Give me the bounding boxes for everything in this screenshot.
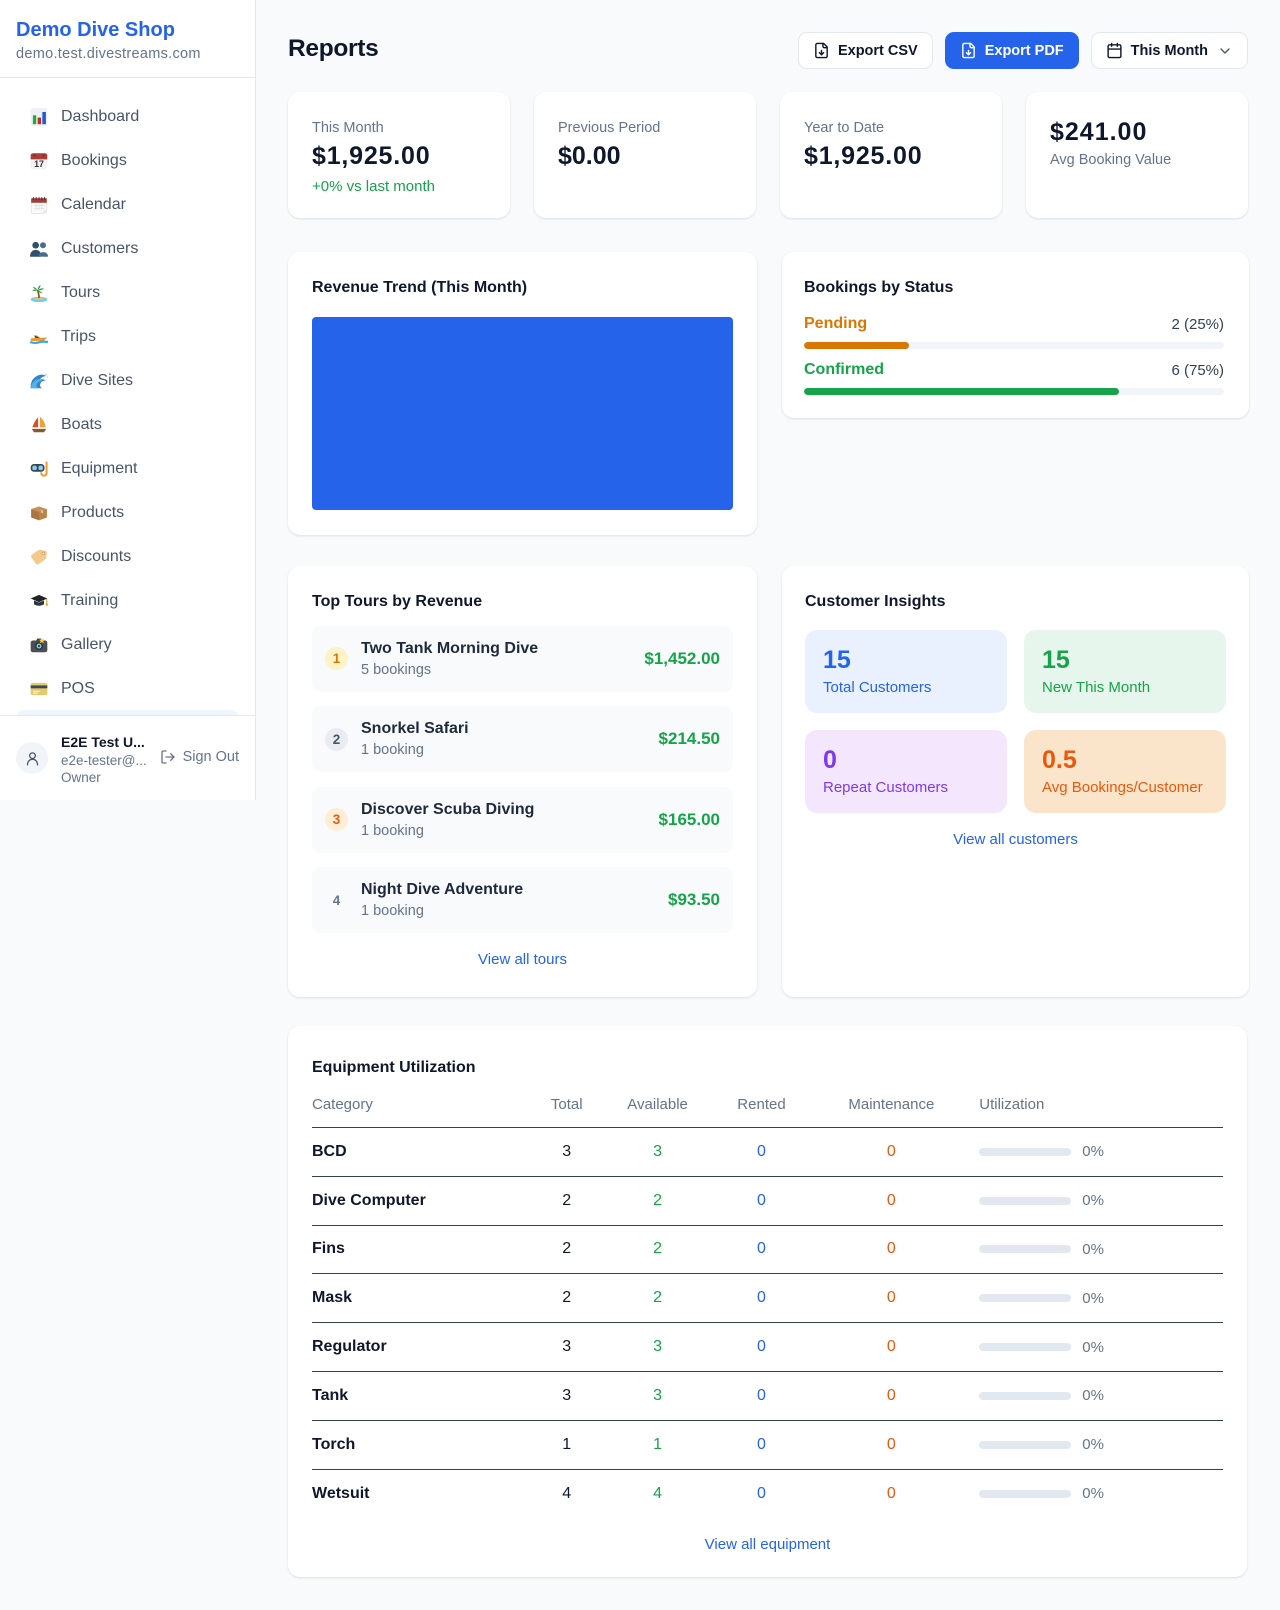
- svg-text:17: 17: [34, 159, 44, 169]
